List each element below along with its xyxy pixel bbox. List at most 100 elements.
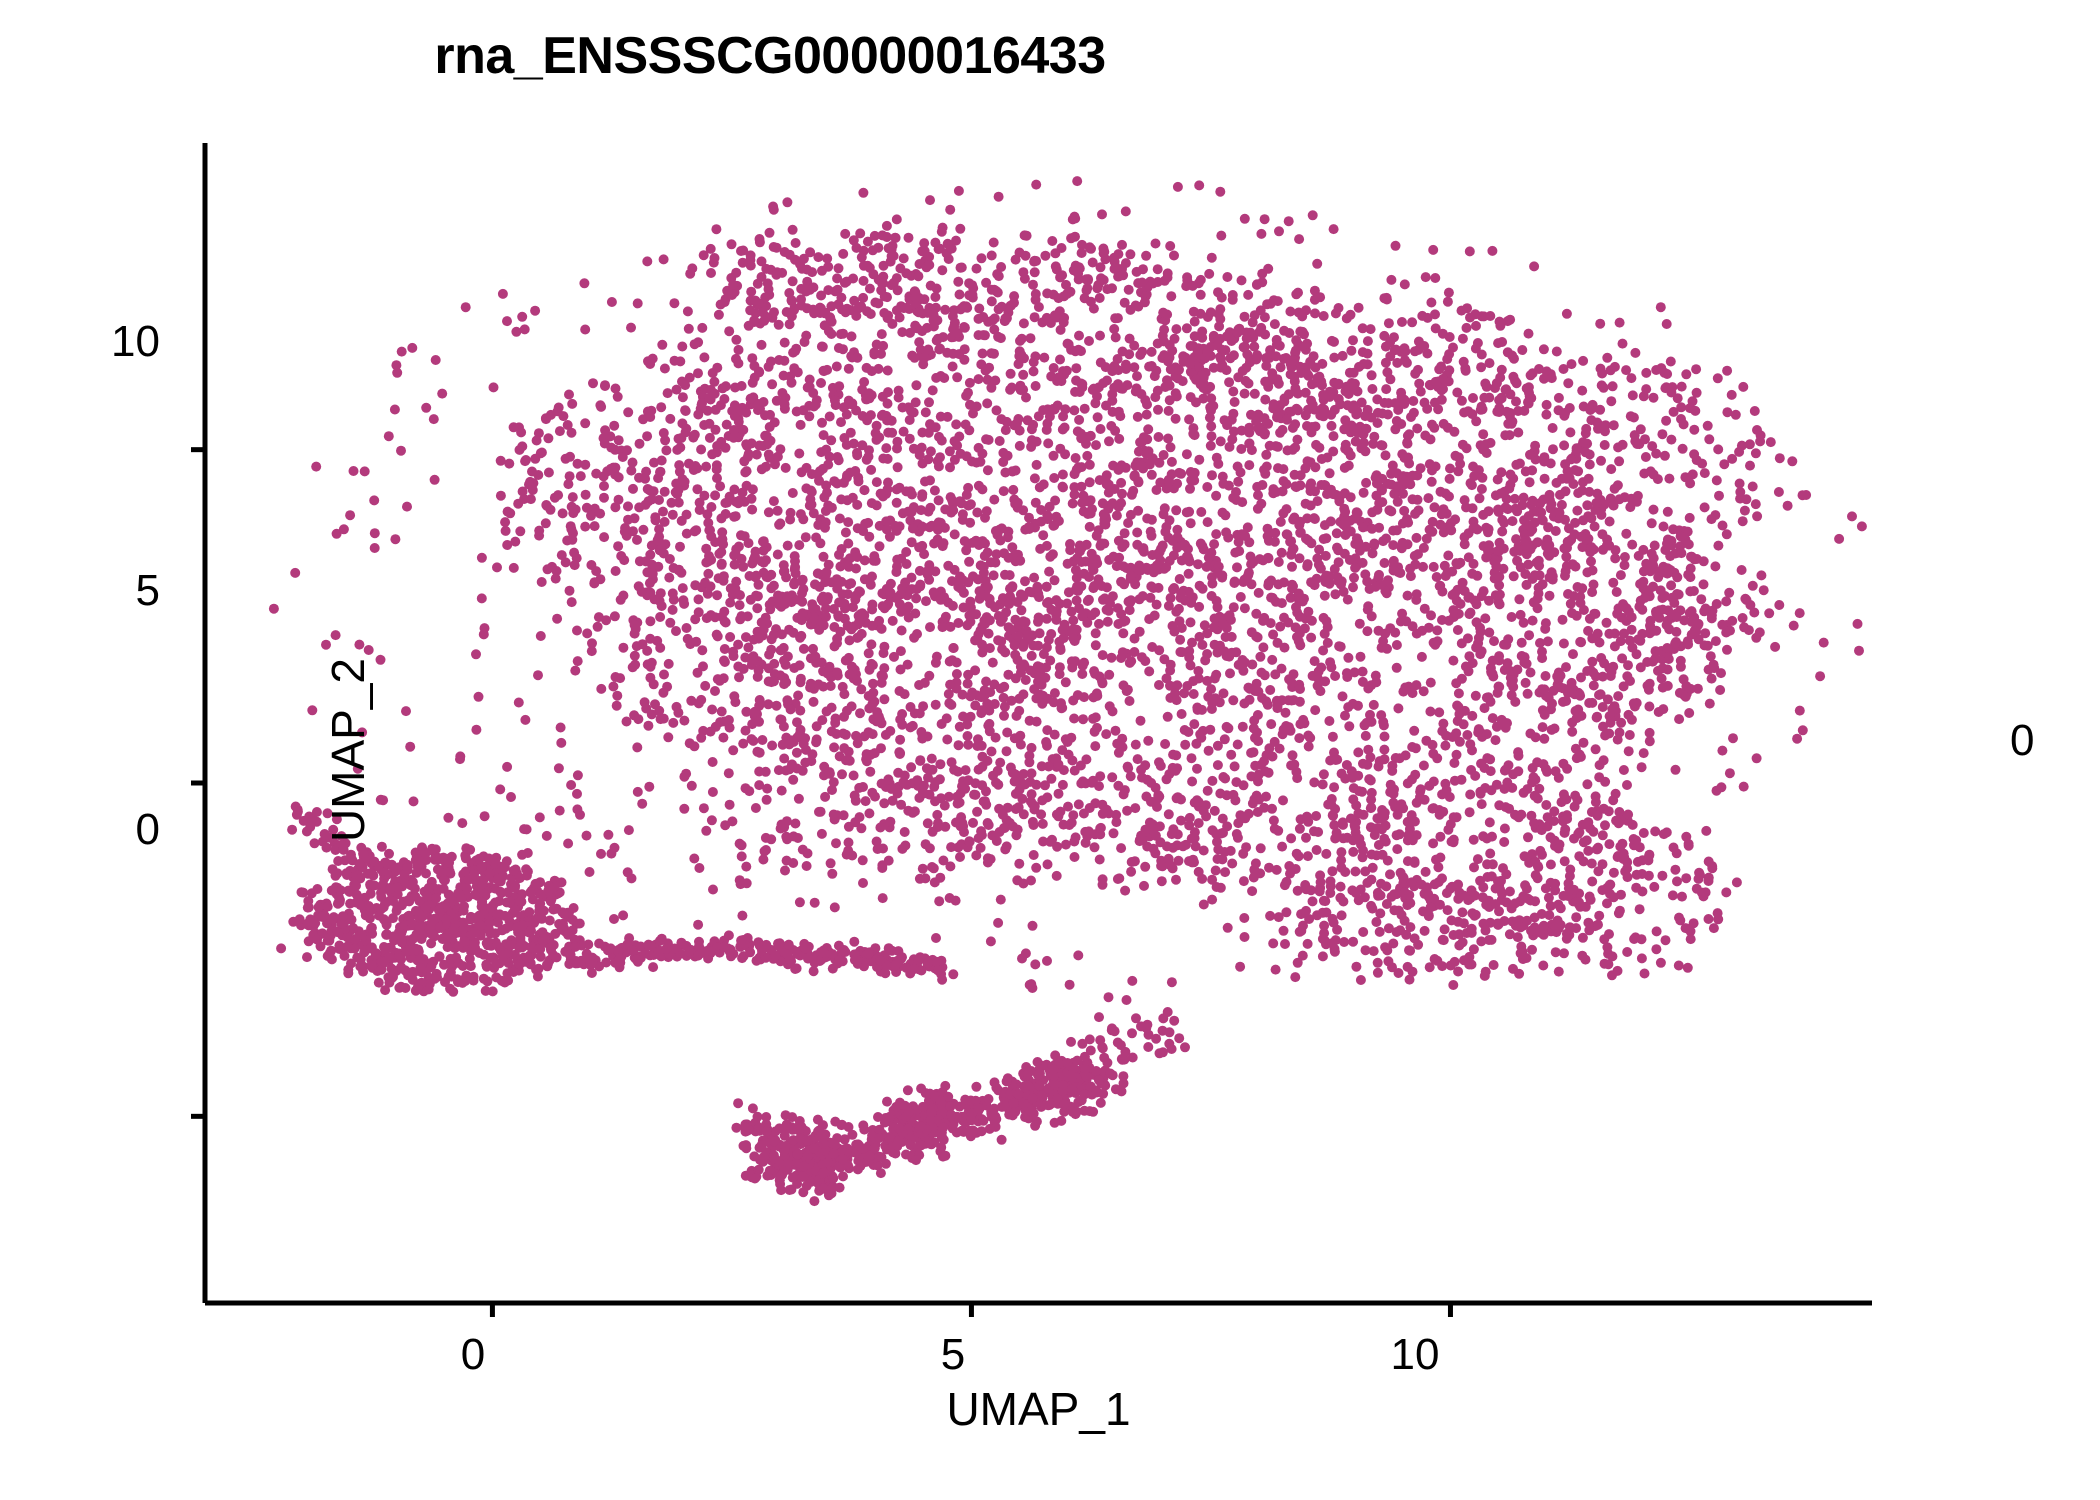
scatter-point [1432, 753, 1443, 764]
scatter-point [1404, 429, 1415, 440]
scatter-point [1311, 439, 1322, 450]
scatter-point [1379, 558, 1390, 568]
scatter-point [1470, 770, 1481, 781]
scatter-point [1577, 385, 1588, 396]
scatter-point [818, 551, 829, 562]
scatter-point [1689, 424, 1700, 435]
scatter-point [1076, 248, 1087, 258]
scatter-point [986, 382, 997, 393]
scatter-point [1414, 378, 1425, 389]
scatter-point [997, 644, 1008, 655]
scatter-point [709, 376, 720, 387]
scatter-point [1575, 636, 1586, 647]
scatter-point [1012, 654, 1023, 665]
scatter-point [1711, 599, 1722, 609]
scatter-point [1348, 582, 1358, 593]
scatter-point [689, 741, 700, 752]
scatter-point [870, 791, 880, 802]
scatter-point [1405, 571, 1416, 582]
scatter-point [984, 643, 995, 654]
scatter-point [1085, 243, 1096, 254]
scatter-point [1058, 317, 1069, 328]
scatter-point [1741, 494, 1752, 505]
scatter-point [1110, 725, 1121, 736]
scatter-point [893, 385, 904, 396]
scatter-point [1049, 473, 1060, 483]
scatter-point [1347, 403, 1358, 414]
scatter-point [896, 606, 906, 617]
scatter-point [1639, 968, 1650, 979]
scatter-point [788, 774, 799, 785]
scatter-point [1171, 324, 1182, 335]
scatter-point [1675, 531, 1686, 542]
scatter-point [1079, 403, 1090, 414]
scatter-point [629, 650, 640, 661]
scatter-point [843, 845, 854, 856]
scatter-point [947, 576, 957, 587]
scatter-point [1403, 829, 1414, 840]
scatter-point [1070, 453, 1081, 463]
scatter-point [645, 672, 656, 683]
scatter-point [1111, 510, 1122, 521]
scatter-point [824, 411, 835, 422]
scatter-point [892, 443, 902, 454]
scatter-point [741, 439, 752, 450]
scatter-point [1090, 741, 1101, 752]
scatter-point [1372, 394, 1383, 405]
scatter-point [1124, 349, 1135, 360]
scatter-point [753, 633, 764, 644]
scatter-point [1056, 698, 1066, 709]
scatter-point [728, 279, 739, 290]
scatter-point [805, 653, 816, 664]
scatter-point [1625, 676, 1635, 686]
scatter-point [785, 507, 796, 518]
scatter-point [1286, 536, 1297, 547]
scatter-point [776, 785, 787, 796]
scatter-point [1278, 795, 1288, 806]
scatter-point [1041, 581, 1052, 592]
scatter-point [975, 456, 986, 467]
scatter-point [671, 384, 682, 395]
scatter-point [1209, 613, 1220, 624]
scatter-point [1668, 406, 1679, 417]
scatter-point [1348, 846, 1359, 857]
scatter-point [655, 642, 666, 653]
scatter-point [804, 500, 815, 511]
scatter-point [750, 803, 761, 813]
scatter-point [841, 276, 852, 287]
scatter-point [850, 594, 861, 605]
scatter-point [1206, 704, 1217, 714]
scatter-point [1511, 459, 1522, 470]
scatter-point [1749, 406, 1760, 416]
scatter-point [1060, 734, 1071, 745]
scatter-point [804, 374, 815, 385]
scatter-point [1318, 645, 1329, 656]
scatter-point [736, 840, 747, 851]
scatter-point [1277, 424, 1288, 435]
scatter-point [963, 538, 974, 549]
scatter-point [1640, 434, 1650, 445]
scatter-point [779, 399, 790, 410]
scatter-point [804, 411, 815, 422]
scatter-point [977, 647, 988, 658]
scatter-point [1004, 599, 1015, 609]
scatter-point [1499, 823, 1510, 834]
scatter-point [707, 704, 718, 715]
scatter-point [1582, 500, 1593, 511]
scatter-point [1028, 279, 1038, 290]
scatter-point [818, 430, 829, 441]
scatter-point [836, 292, 847, 303]
scatter-point [1144, 361, 1155, 372]
scatter-point [1042, 725, 1053, 736]
scatter-point [730, 382, 741, 393]
scatter-point [1756, 570, 1767, 581]
scatter-point [1578, 437, 1589, 448]
scatter-point [1541, 409, 1552, 420]
scatter-point [779, 753, 790, 764]
scatter-point [1683, 539, 1694, 550]
scatter-point [1117, 488, 1127, 499]
scatter-point [981, 676, 992, 687]
scatter-point [1600, 820, 1610, 831]
scatter-point [923, 506, 934, 517]
scatter-point [826, 435, 837, 446]
